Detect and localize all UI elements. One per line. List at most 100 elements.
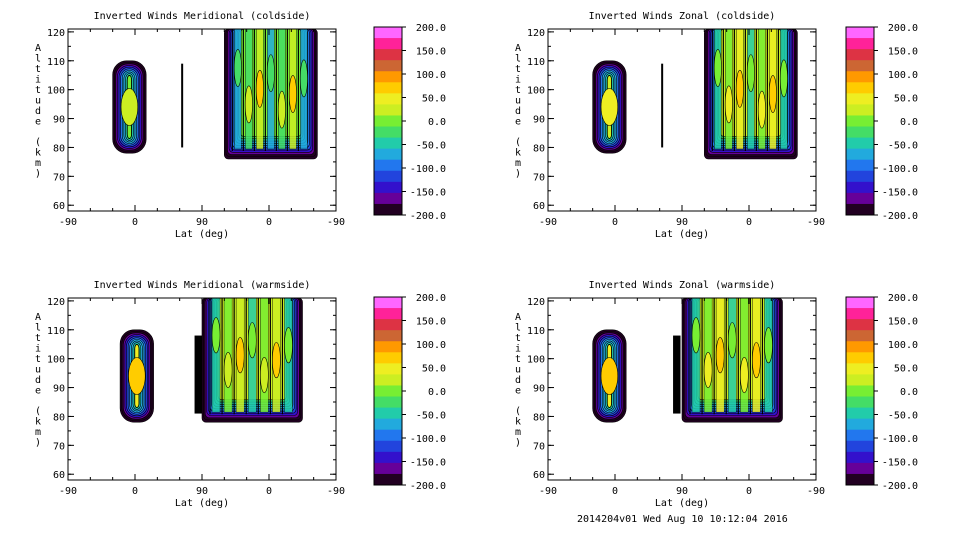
colorbar-swatch — [846, 462, 874, 475]
contour-blob — [724, 85, 733, 124]
colorbar-swatch — [374, 27, 402, 39]
contour-blob — [235, 337, 245, 374]
y-tick-label: 120 — [47, 28, 65, 39]
colorbar-swatch — [374, 297, 402, 309]
colorbar-tick-label: -50.0 — [416, 141, 446, 152]
colorbar-swatch — [374, 203, 402, 216]
contour-blob — [272, 342, 281, 379]
contour-blob — [255, 69, 264, 108]
colorbar-swatch — [374, 363, 402, 375]
y-tick-label: 120 — [527, 28, 545, 39]
colorbar: 200.0 150.0 100.0 50.0 0.0 -50.0 -100.0 -150.0 -… — [373, 293, 446, 492]
chart-panel-2: -90 0 90 0 -90 60 70 80 90 100 110 120 Inverted Wind… — [515, 11, 918, 240]
colorbar-swatch — [846, 473, 874, 486]
colorbar-tick-label: 100.0 — [888, 70, 918, 81]
colorbar-swatch — [846, 71, 874, 83]
contour-region — [673, 335, 681, 414]
contour-blob — [211, 317, 221, 354]
y-tick-label: 80 — [533, 412, 545, 423]
colorbar-swatch — [374, 473, 402, 486]
contour-blob — [600, 88, 619, 126]
colorbar-tick-label: -100.0 — [882, 164, 918, 175]
y-tick-label: 60 — [533, 470, 545, 481]
colorbar-tick-label: 150.0 — [416, 317, 446, 328]
x-tick-label: 90 — [196, 486, 208, 497]
colorbar-swatch — [846, 203, 874, 216]
contour-blob — [703, 352, 713, 389]
y-tick-label: 70 — [533, 172, 545, 183]
colorbar-swatch — [374, 418, 402, 431]
chart-panel-1: -90 0 90 0 -90 60 70 80 90 100 110 120 Inverted Wind… — [35, 11, 446, 240]
y-tick-label: 60 — [53, 201, 65, 212]
colorbar-tick-label: -200.0 — [882, 211, 918, 222]
x-tick-label: -90 — [327, 486, 345, 497]
contour-blob — [259, 356, 269, 394]
colorbar-swatch — [374, 429, 402, 442]
colorbar-tick-label: -150.0 — [410, 188, 446, 199]
colorbar-swatch — [846, 126, 874, 139]
colorbar-tick-label: -150.0 — [882, 458, 918, 469]
contour-band — [758, 29, 766, 150]
colorbar-tick-label: 100.0 — [416, 70, 446, 81]
contour-blob — [752, 342, 761, 379]
colorbar-tick-label: -50.0 — [416, 411, 446, 422]
colorbar-swatch — [374, 104, 402, 116]
colorbar-swatch — [374, 440, 402, 453]
x-tick-label: 0 — [746, 217, 752, 228]
colorbar-swatch — [846, 330, 874, 342]
contour-field — [112, 29, 318, 160]
y-tick-label: 110 — [527, 326, 545, 337]
colorbar-tick-label: -200.0 — [410, 211, 446, 222]
contour-blob — [739, 356, 749, 394]
colorbar-tick-label: 0.0 — [428, 117, 446, 128]
colorbar-swatch — [846, 38, 874, 50]
y-tick-label: 110 — [47, 326, 65, 337]
y-tick-label: 120 — [527, 297, 545, 308]
contour-band — [260, 298, 269, 413]
colorbar-tick-label: -200.0 — [882, 481, 918, 492]
colorbar-tick-label: 50.0 — [422, 94, 446, 105]
chart-panel-4: -90 0 90 0 -90 60 70 80 90 100 110 120 Inverted Wind… — [515, 280, 918, 509]
colorbar-swatch — [374, 451, 402, 464]
contour-blob — [779, 59, 788, 98]
x-axis-label: Lat (deg) — [655, 498, 709, 509]
chart-title: Inverted Winds Zonal (warmside) — [589, 280, 776, 291]
contour-blob — [691, 317, 701, 354]
contour-field — [592, 298, 783, 423]
colorbar-swatch — [846, 396, 874, 409]
colorbar-swatch — [846, 192, 874, 205]
colorbar-swatch — [374, 407, 402, 420]
contour-band — [194, 335, 202, 414]
colorbar-tick-label: -50.0 — [888, 411, 918, 422]
colorbar-swatch — [846, 374, 874, 386]
contour-blob — [277, 90, 286, 129]
colorbar-swatch — [374, 319, 402, 331]
y-tick-label: 100 — [527, 86, 545, 97]
x-tick-label: -90 — [539, 486, 557, 497]
contour-blob — [223, 352, 233, 389]
y-tick-label: 80 — [533, 143, 545, 154]
colorbar-swatch — [846, 297, 874, 309]
colorbar-swatch — [374, 396, 402, 409]
y-tick-label: 90 — [533, 384, 545, 395]
y-tick-label: 100 — [47, 355, 65, 366]
x-tick-label: -90 — [807, 486, 825, 497]
colorbar-swatch — [374, 352, 402, 364]
x-tick-label: 0 — [612, 486, 618, 497]
colorbar-tick-label: 200.0 — [416, 293, 446, 304]
contour-region — [112, 60, 147, 154]
y-tick-label: 70 — [53, 441, 65, 452]
footer-timestamp: 2014204v01 Wed Aug 10 10:12:04 2016 — [577, 514, 788, 525]
contour-blob — [233, 49, 242, 87]
contour-blob — [288, 75, 297, 113]
colorbar-tick-label: -50.0 — [888, 141, 918, 152]
colorbar-swatch — [846, 451, 874, 464]
contour-field — [592, 29, 798, 160]
colorbar: 200.0 150.0 100.0 50.0 0.0 -50.0 -100.0 -150.0 -… — [373, 23, 446, 222]
x-tick-label: 0 — [746, 486, 752, 497]
y-tick-label: 110 — [527, 57, 545, 68]
colorbar-swatch — [846, 319, 874, 331]
